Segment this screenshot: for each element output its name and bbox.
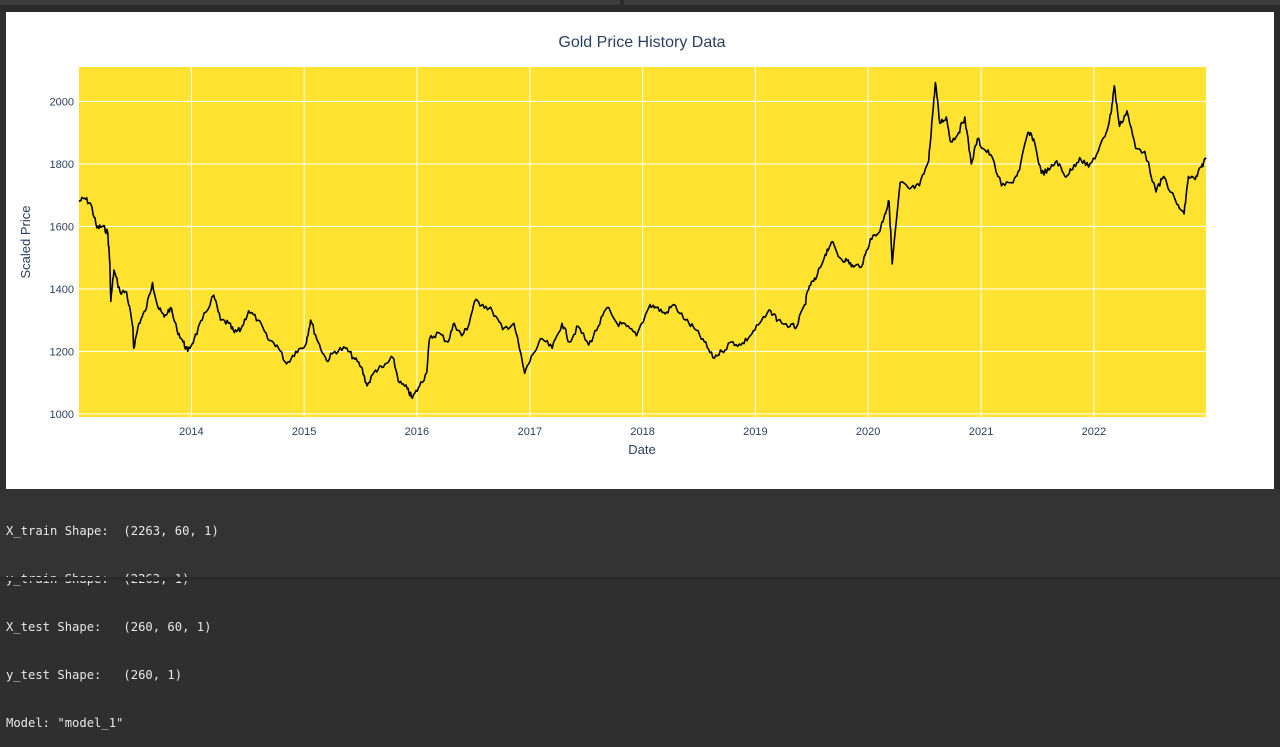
y-tick-label: 1000: [50, 409, 74, 421]
y-tick-label: 2000: [50, 96, 74, 108]
top-bar-segment-left: [0, 0, 620, 5]
gold-price-chart: Gold Price History Data 1000 1200 1400 1600…: [18, 34, 1207, 457]
y-tick-label: 1200: [50, 346, 74, 358]
cell-output: X_train Shape: (2263, 60, 1) y_train Sha…: [0, 489, 1280, 730]
plotly-figure: Gold Price History Data 1000 1200 1400 1600…: [6, 12, 1274, 489]
x-tick-label: 2022: [1082, 426, 1106, 438]
x-tick-label: 2021: [969, 426, 993, 438]
x-axis-tick-labels: 2014 2015 2016 2017 2018 2019 2020 2021 2022: [179, 426, 1106, 438]
output-line: y_test Shape: (260, 1): [6, 668, 183, 682]
y-axis-tick-labels: 1000 1200 1400 1600 1800 2000: [50, 96, 74, 421]
x-tick-label: 2019: [743, 426, 767, 438]
chart-title: Gold Price History Data: [558, 34, 725, 51]
x-tick-label: 2016: [405, 426, 429, 438]
x-tick-label: 2014: [179, 426, 203, 438]
y-tick-label: 1400: [50, 284, 74, 296]
output-line: X_test Shape: (260, 60, 1): [6, 620, 212, 634]
y-tick-label: 1600: [50, 221, 74, 233]
y-axis-label: Scaled Price: [18, 206, 33, 279]
price-series-line: [78, 81, 1207, 400]
bottom-strip: [0, 577, 1280, 581]
x-tick-label: 2015: [292, 426, 316, 438]
output-line: X_train Shape: (2263, 60, 1): [6, 524, 219, 538]
y-tick-label: 1800: [50, 159, 74, 171]
notebook-top-bar: [0, 0, 1280, 12]
x-tick-label: 2018: [630, 426, 654, 438]
vertical-scrollbar[interactable]: [1274, 12, 1280, 489]
x-tick-label: 2020: [856, 426, 880, 438]
top-bar-segment-right: [624, 0, 1280, 5]
x-tick-label: 2017: [518, 426, 542, 438]
x-axis-label: Date: [628, 442, 655, 457]
output-line: Model: "model_1": [6, 716, 124, 730]
